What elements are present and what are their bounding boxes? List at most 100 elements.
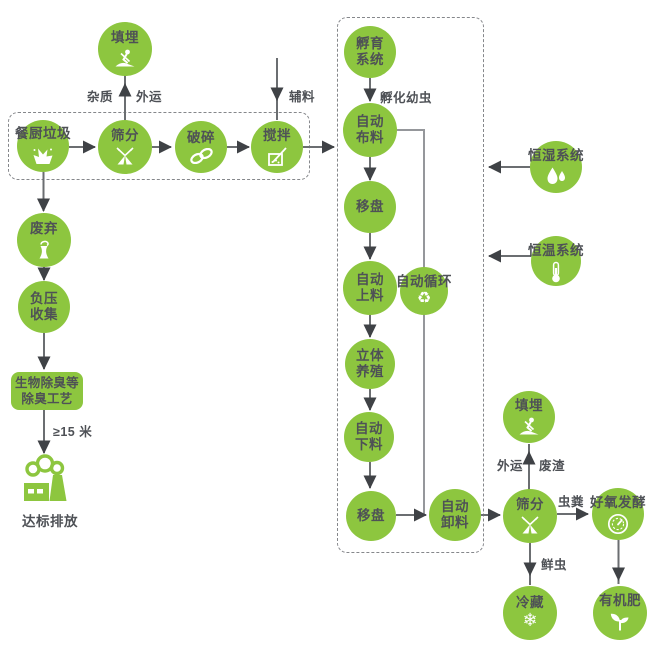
node-label: 搅拌	[263, 127, 291, 143]
arrowhead-autospreading-top	[363, 88, 377, 102]
chimney-icon	[34, 240, 54, 259]
node-label: 孵育 系统	[356, 35, 384, 67]
chain-icon	[189, 148, 214, 165]
arrowhead-stereobreeding	[363, 324, 377, 338]
arrowhead-discard	[37, 198, 50, 212]
breeding-dashed-box	[337, 17, 484, 553]
digger-icon	[114, 49, 136, 68]
arrowhead-crushing	[159, 140, 172, 154]
digger-icon	[518, 417, 540, 436]
label-waste-residue: 废渣	[539, 459, 566, 473]
sieve-icon	[519, 515, 541, 535]
label-compliant-discharge: 达标排放	[22, 514, 78, 529]
arrowhead-screening2-in	[488, 508, 501, 522]
node-negative-pressure: 负压 收集	[18, 281, 70, 333]
node-incubation: 孵育 系统	[344, 26, 396, 78]
arrowhead-organicfertilizer	[612, 567, 625, 581]
label-auxiliary-material: 辅料	[289, 90, 316, 104]
label-outbound-top: 外运	[136, 90, 163, 104]
node-kitchen-waste: 餐厨垃圾	[15, 120, 71, 172]
node-label: 填埋	[515, 398, 543, 414]
arrowhead-discharge	[37, 440, 51, 454]
node-screening-2: 筛分	[503, 489, 557, 543]
label-fresh-larvae: 鲜虫	[541, 558, 568, 572]
node-cold-storage: 冷藏 ❄	[503, 586, 557, 640]
arrowhead-humidity	[488, 160, 501, 174]
node-label: 自动 卸料	[441, 498, 469, 530]
gauge-icon	[607, 513, 629, 535]
node-mixing: 搅拌	[251, 121, 303, 173]
node-label: 负压 收集	[30, 290, 58, 322]
node-label: 破碎	[187, 129, 215, 145]
node-label: 恒湿系统	[528, 148, 584, 163]
node-landfill-top: 填埋	[98, 22, 152, 76]
node-crushing: 破碎	[175, 121, 227, 173]
node-deodorization: 生物除臭等 除臭工艺	[11, 372, 83, 410]
node-label: 移盘	[357, 507, 385, 523]
droplets-icon	[544, 166, 568, 186]
node-screening-1: 筛分	[98, 120, 152, 174]
node-temperature-system: 恒温系统	[528, 236, 584, 286]
node-label: 移盘	[356, 198, 384, 214]
sprout-icon	[609, 611, 631, 631]
node-label: 筛分	[111, 127, 139, 143]
node-auto-loading: 自动 上料	[343, 261, 397, 315]
arrowhead-aerobic	[576, 507, 589, 521]
node-tray-transfer-1: 移盘	[344, 181, 396, 233]
node-label: 废弃	[30, 221, 58, 237]
node-label: 自动 布料	[356, 113, 384, 145]
node-label: 自动循环	[396, 274, 452, 289]
node-label: 餐厨垃圾	[15, 126, 71, 142]
factory-icon	[20, 454, 72, 504]
thermometer-icon	[550, 261, 562, 283]
label-min-distance: ≥15 米	[53, 425, 93, 439]
node-humidity-system: 恒湿系统	[528, 141, 584, 193]
arrowhead-mixing	[237, 140, 250, 154]
beaker-icon	[267, 146, 288, 167]
waste-icon	[31, 145, 55, 166]
arrowhead-autodischarge	[414, 508, 427, 522]
arrowhead-autoloading	[363, 246, 377, 260]
recycle-icon: ♻	[416, 290, 432, 308]
label-hatched-larvae: 孵化幼虫	[380, 91, 433, 105]
node-label: 好氧发酵	[590, 495, 646, 510]
node-label: 立体 养殖	[356, 347, 384, 379]
sieve-icon	[114, 146, 136, 166]
node-label: 筛分	[516, 496, 544, 512]
arrowhead-coldstorage	[523, 562, 537, 576]
snowflake-icon: ❄	[522, 610, 538, 631]
node-auto-spreading: 自动 布料	[343, 103, 397, 157]
node-stereo-breeding: 立体 养殖	[345, 339, 395, 389]
arrowhead-up-landfill-top	[118, 83, 132, 97]
arrowhead-screening1	[83, 140, 96, 154]
node-auto-unloading: 自动 下料	[344, 412, 394, 462]
node-tray-transfer-2: 移盘	[346, 491, 396, 541]
node-label: 填埋	[111, 30, 139, 46]
node-landfill-bottom: 填埋	[503, 391, 555, 443]
node-aerobic-fermentation: 好氧发酵	[590, 488, 646, 540]
node-label: 冷藏	[516, 594, 544, 610]
arrowhead-down-auxiliary	[270, 87, 284, 101]
node-label: 有机肥	[599, 593, 641, 608]
node-label: 自动 上料	[356, 271, 384, 303]
node-organic-fertilizer: 有机肥	[593, 586, 647, 640]
node-label: 自动 下料	[355, 420, 383, 452]
label-insect-manure: 虫粪	[558, 495, 585, 509]
label-outbound-bottom: 外运	[497, 459, 524, 473]
arrowhead-landfill-bottom	[522, 451, 536, 465]
arrowhead-tray2	[363, 475, 377, 489]
arrowhead-autospreading	[322, 140, 335, 154]
node-auto-discharge: 自动 卸料	[429, 489, 481, 541]
node-discard: 废弃	[17, 213, 71, 267]
arrowhead-autounloading	[363, 397, 377, 411]
node-label: 恒温系统	[528, 243, 584, 258]
arrowhead-deodorization	[37, 356, 51, 370]
arrowhead-temperature	[488, 249, 501, 263]
edge-auto-cycle-loop	[397, 129, 425, 515]
node-label: 生物除臭等 除臭工艺	[14, 375, 79, 406]
label-impurities: 杂质	[87, 90, 114, 104]
arrowhead-negativepressure	[37, 267, 51, 281]
arrowhead-tray1	[363, 167, 377, 181]
